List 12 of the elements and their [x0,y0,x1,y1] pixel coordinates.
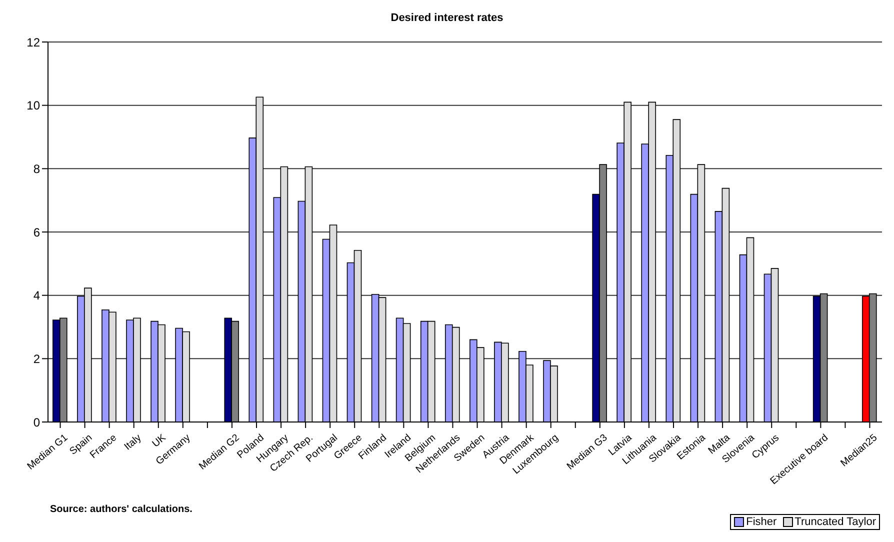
source-note: Source: authors' calculations. [50,504,192,515]
chart-title: Desired interest rates [390,12,504,24]
y-tick-label: 0 [33,415,40,430]
y-tick-label: 10 [26,98,40,113]
legend-label: Truncated Taylor [794,516,876,528]
y-tick-label: 2 [33,352,40,366]
y-tick-label: 12 [26,35,40,50]
x-tick-label: Italy [122,432,144,453]
y-tick-label: 8 [33,162,40,176]
legend-label: Fisher [746,516,777,528]
y-tick-label: 4 [33,288,40,303]
y-tick-label: 6 [33,225,40,240]
